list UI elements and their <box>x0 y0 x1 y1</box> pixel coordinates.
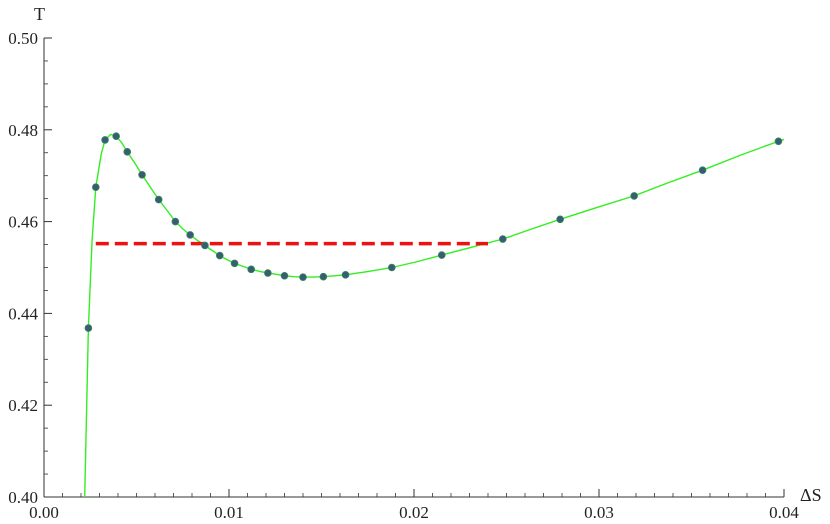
x-tick-label: 0.00 <box>29 503 59 522</box>
data-point <box>341 271 350 279</box>
data-point <box>186 231 194 239</box>
y-tick-label: 0.48 <box>8 121 38 140</box>
data-point <box>138 170 146 179</box>
data-point <box>498 235 507 243</box>
data-point <box>698 166 707 174</box>
curve-layer <box>84 133 785 497</box>
data-point <box>247 265 256 274</box>
data-point <box>437 251 446 259</box>
x-axis-label: ΔS <box>800 485 822 505</box>
x-tick-label: 0.02 <box>399 503 429 522</box>
data-point <box>387 263 396 272</box>
y-tick-label: 0.46 <box>8 213 38 232</box>
data-point <box>215 251 224 260</box>
x-tick-label: 0.03 <box>584 503 614 522</box>
data-point <box>319 272 328 281</box>
data-point <box>112 132 120 141</box>
data-point <box>264 269 272 277</box>
data-point <box>630 192 638 200</box>
data-point <box>84 324 93 332</box>
data-point <box>171 217 180 226</box>
data-point <box>154 195 163 204</box>
data-point <box>299 273 307 281</box>
data-point <box>123 148 132 156</box>
y-tick-label: 0.40 <box>8 488 38 507</box>
y-tick-label: 0.42 <box>8 396 38 415</box>
fit-curve <box>84 133 785 497</box>
data-point <box>230 259 239 268</box>
y-axis-label: T <box>34 4 45 24</box>
y-tick-label: 0.44 <box>8 304 38 323</box>
data-point <box>101 136 109 144</box>
axes: 0.00 0.01 0.02 0.03 0.04 0.40 0.42 0.44 0.46 0.48… <box>8 29 799 522</box>
data-point <box>280 271 289 280</box>
data-point <box>201 241 209 250</box>
data-point <box>774 137 783 146</box>
points-layer <box>84 132 783 332</box>
x-tick-label: 0.01 <box>214 503 244 522</box>
y-tick-label: 0.50 <box>8 29 38 48</box>
x-tick-label: 0.04 <box>769 503 799 522</box>
data-point <box>92 183 100 191</box>
data-point <box>556 215 564 224</box>
